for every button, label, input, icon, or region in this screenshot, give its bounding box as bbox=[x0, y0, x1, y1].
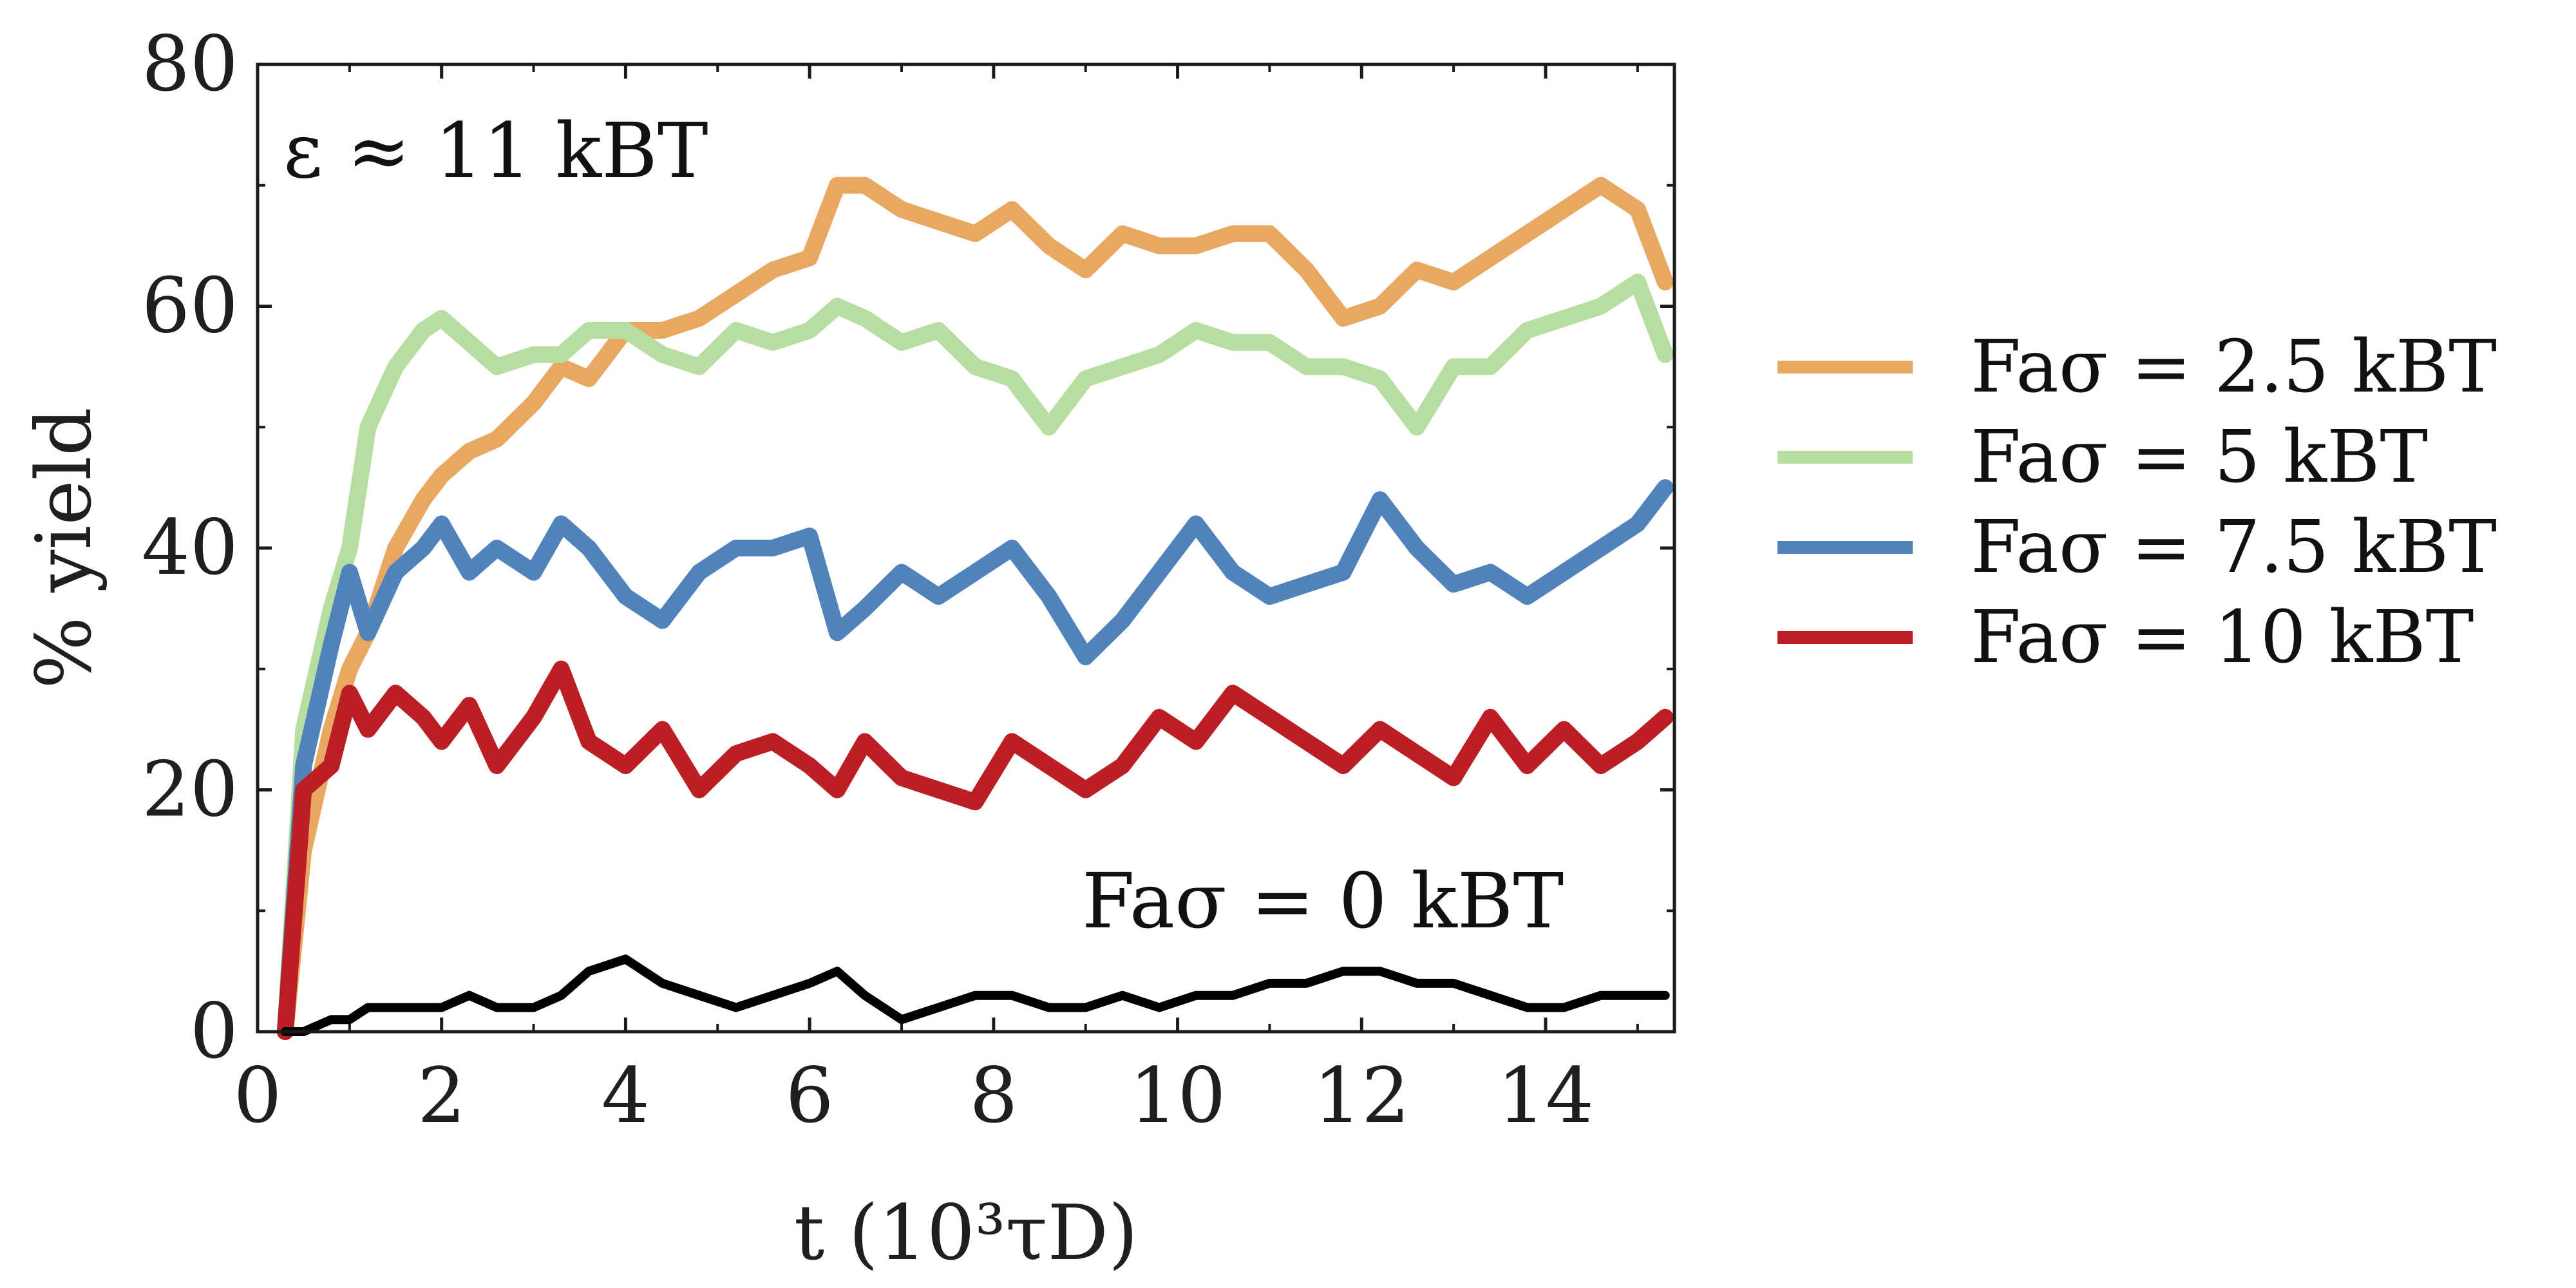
ticks-layer: 0 2 4 6 8 10 12 14 0 20 40 60 80 bbox=[142, 19, 1674, 1140]
series-line-1 bbox=[276, 274, 1674, 1040]
x-tick-label: 10 bbox=[1129, 1051, 1226, 1140]
series-line-3 bbox=[276, 660, 1674, 1040]
y-tick-label: 0 bbox=[190, 987, 238, 1075]
legend-label-0: Faσ = 2.5 kBT bbox=[1971, 325, 2497, 409]
x-tick-label: 0 bbox=[233, 1051, 281, 1140]
series-line-0 bbox=[276, 176, 1674, 1040]
x-tick-label: 2 bbox=[417, 1051, 466, 1140]
legend-label-1: Faσ = 5 kBT bbox=[1971, 415, 2428, 499]
x-tick-label: 6 bbox=[786, 1051, 834, 1140]
x-tick-label: 4 bbox=[601, 1051, 650, 1140]
y-axis-label: % yield bbox=[19, 407, 108, 688]
series-line-2 bbox=[276, 479, 1674, 1040]
x-tick-label: 8 bbox=[969, 1051, 1018, 1140]
x-tick-label: 14 bbox=[1497, 1051, 1594, 1140]
y-tick-label: 60 bbox=[142, 261, 238, 350]
series-layer bbox=[276, 176, 1674, 1040]
legend-label-2: Faσ = 7.5 kBT bbox=[1971, 506, 2497, 589]
series-line-4 bbox=[280, 954, 1670, 1036]
legend-label-3: Faσ = 10 kBT bbox=[1971, 596, 2474, 679]
zero-force-annotation: Faσ = 0 kBT bbox=[1082, 857, 1564, 945]
y-tick-label: 40 bbox=[142, 503, 238, 592]
energy-annotation: ε ≈ 11 kBT bbox=[283, 106, 708, 195]
y-tick-label: 80 bbox=[142, 19, 238, 108]
x-tick-label: 12 bbox=[1313, 1051, 1410, 1140]
y-tick-label: 20 bbox=[142, 745, 238, 834]
x-axis-label: t (10³τD) bbox=[794, 1188, 1138, 1277]
